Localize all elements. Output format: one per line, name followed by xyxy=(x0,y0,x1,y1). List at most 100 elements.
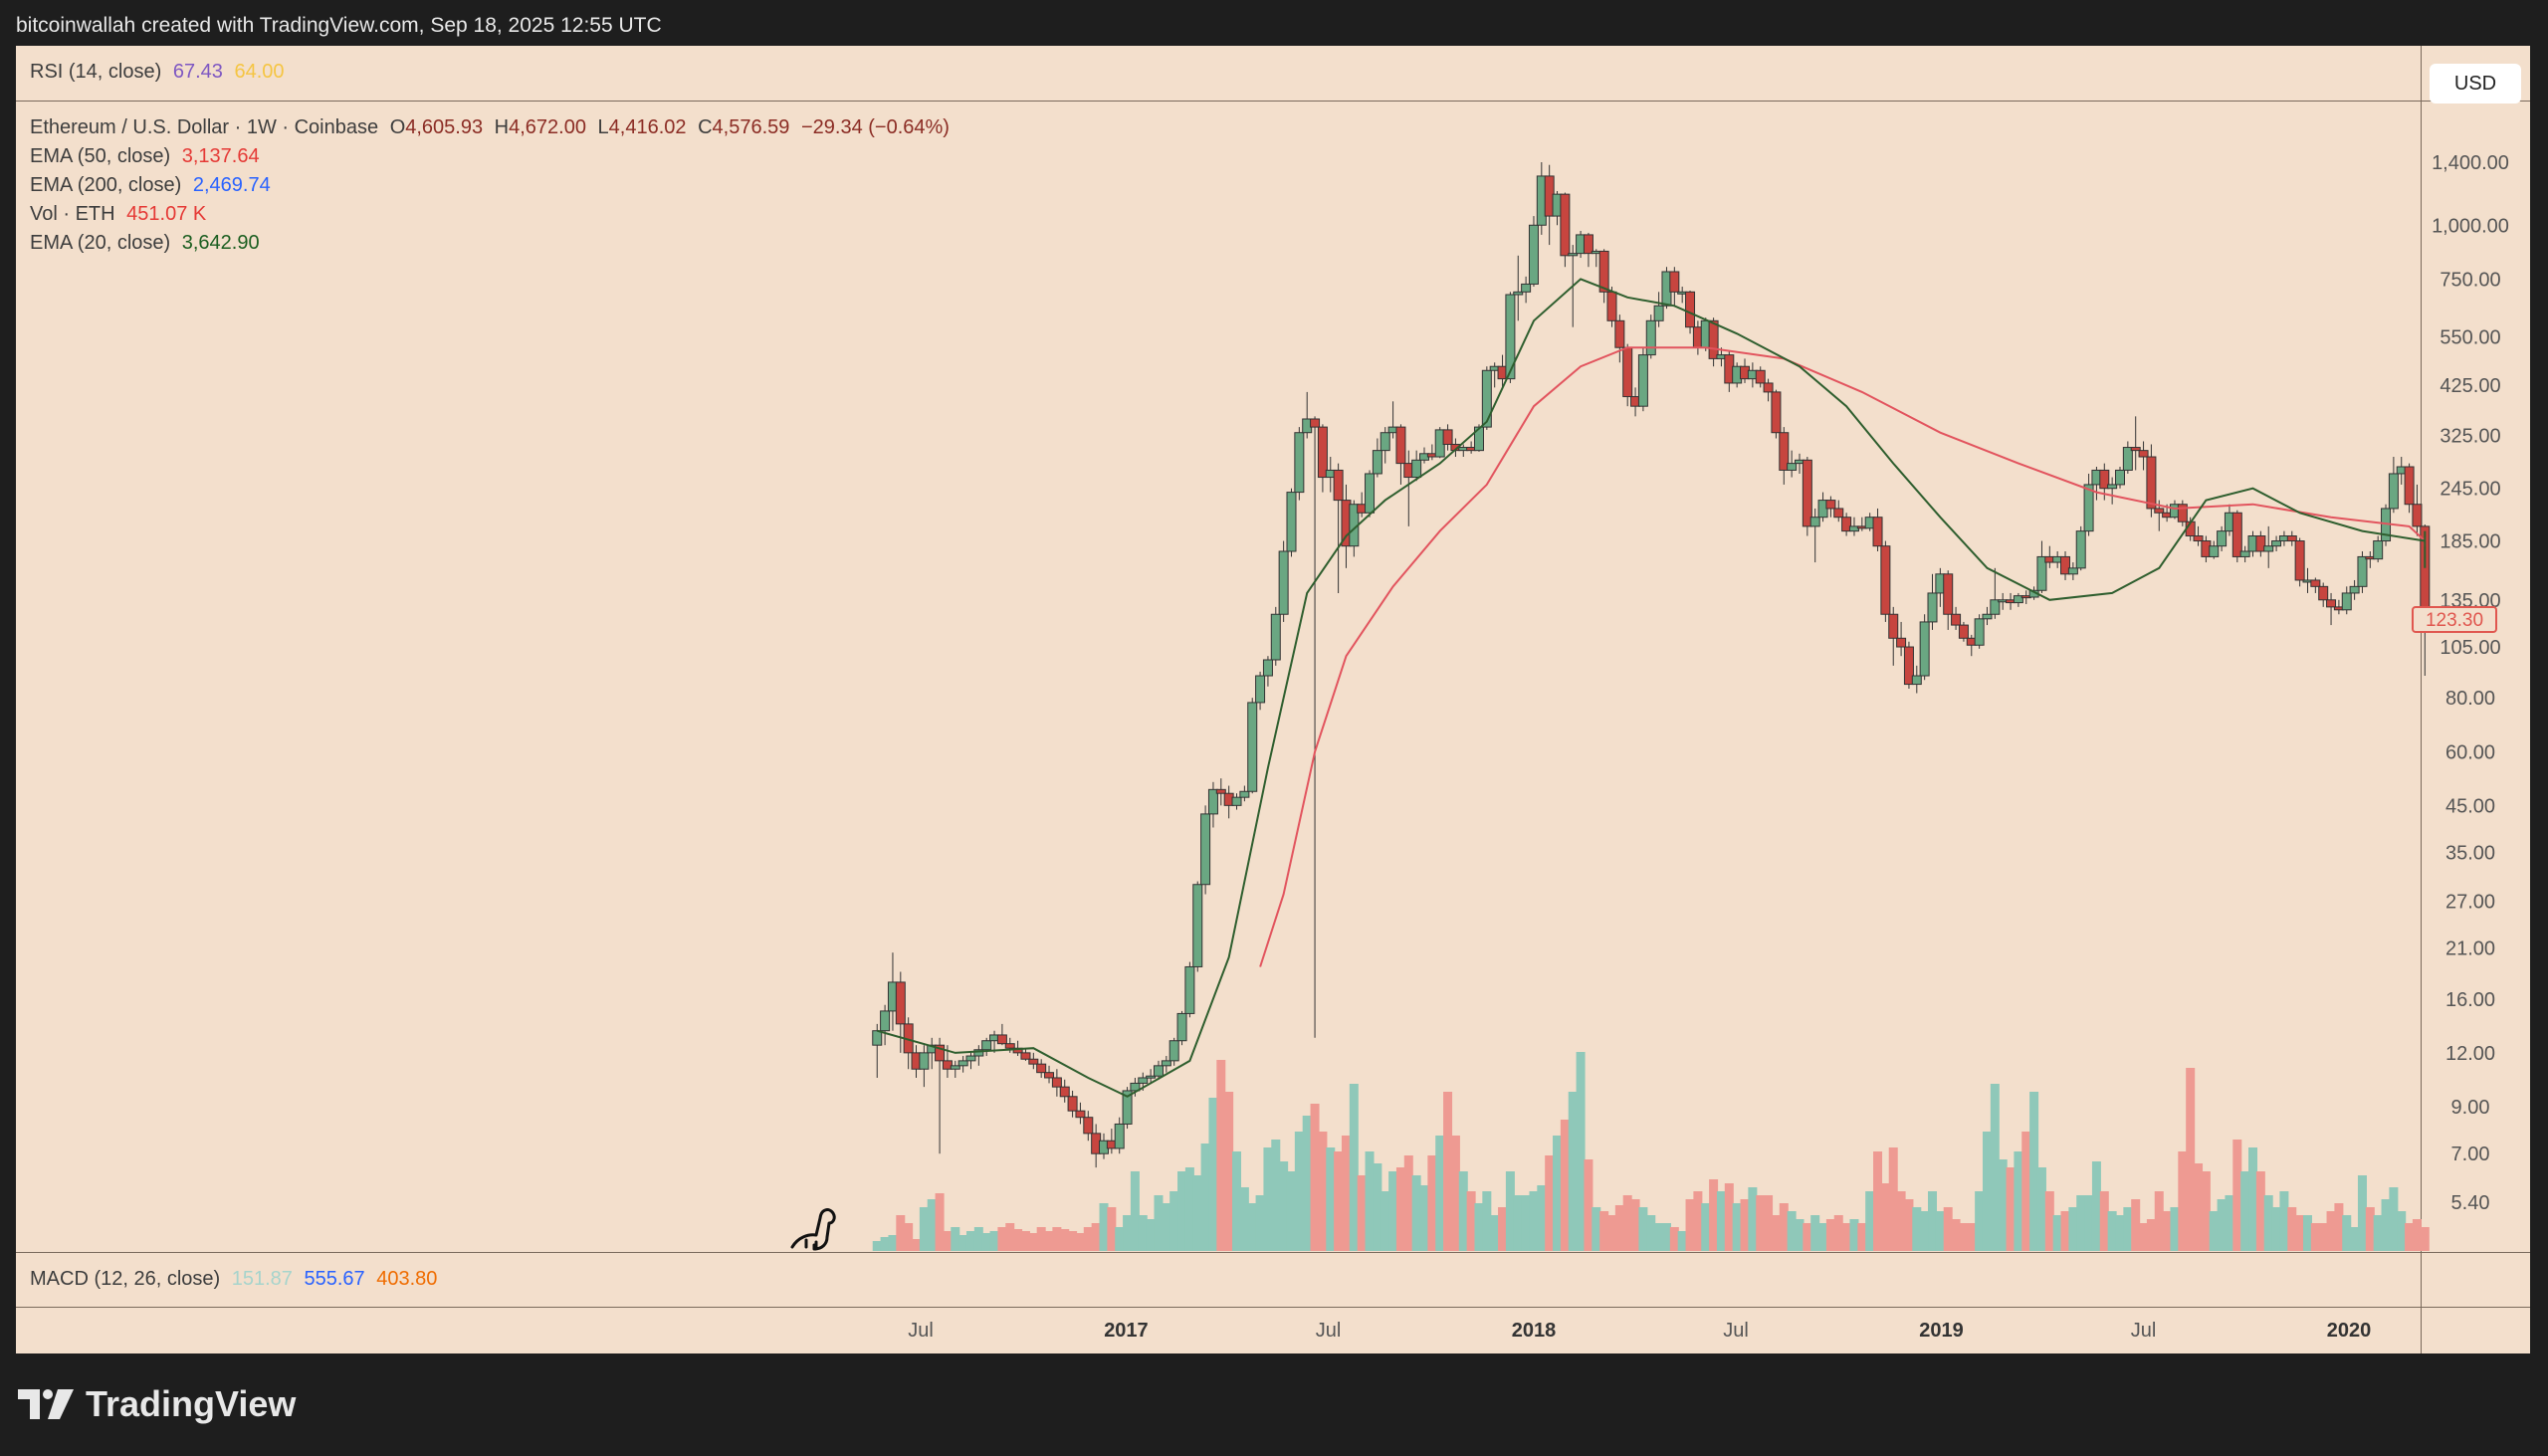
volume-bar xyxy=(2044,1191,2054,1251)
volume-bar xyxy=(1630,1199,1640,1251)
volume-bars xyxy=(872,1052,2430,1251)
candle-body xyxy=(1200,813,1211,886)
y-tick-label: 1,400.00 xyxy=(2432,152,2509,174)
candle-body xyxy=(2349,585,2360,594)
volume-bar xyxy=(2076,1195,2086,1251)
ema200-label: EMA (200, close) xyxy=(30,174,182,196)
volume-bar xyxy=(1560,1120,1570,1251)
candle-body xyxy=(981,1040,992,1051)
volume-bar xyxy=(1622,1195,1632,1251)
volume-bar xyxy=(1724,1183,1734,1251)
volume-bar xyxy=(1553,1136,1563,1251)
volume-bar xyxy=(2357,1175,2367,1251)
candle-body xyxy=(1560,193,1571,257)
volume-bar xyxy=(2060,1211,2070,1251)
volume-bar xyxy=(1521,1195,1531,1251)
ema50-label: EMA (50, close) xyxy=(30,145,171,167)
volume-legend[interactable]: Vol · ETH 451.07 K xyxy=(30,203,212,226)
volume-bar xyxy=(1928,1191,1938,1251)
candle-body xyxy=(1184,965,1195,1014)
volume-bar xyxy=(2373,1215,2383,1251)
rsi-legend[interactable]: RSI (14, close) 67.43 64.00 xyxy=(30,61,291,84)
volume-bar xyxy=(2006,1167,2016,1251)
candle-body xyxy=(1278,550,1289,615)
candle-body xyxy=(1286,492,1297,552)
candle-body xyxy=(1974,618,1985,646)
volume-bar xyxy=(1614,1205,1624,1251)
candle-body xyxy=(1943,573,1954,615)
ema200-value: 2,469.74 xyxy=(192,174,271,196)
candle-body xyxy=(2341,592,2352,611)
time-axis[interactable]: Jul 2017 Jul 2018 Jul 2019 Jul 2020 xyxy=(908,1320,2371,1342)
macd-legend[interactable]: MACD (12, 26, close) 151.87 555.67 403.8… xyxy=(30,1268,443,1291)
volume-bar xyxy=(1020,1231,1030,1251)
volume-bar xyxy=(1247,1203,1257,1251)
candle-body xyxy=(1779,432,1790,471)
candle-body xyxy=(1192,884,1203,967)
candle-body xyxy=(1004,1043,1015,1049)
volume-bar xyxy=(1474,1203,1484,1251)
candle-body xyxy=(1051,1077,1062,1088)
y-tick-label: 12.00 xyxy=(2445,1043,2495,1065)
currency-button[interactable]: USD xyxy=(2430,64,2521,104)
candle-body xyxy=(1568,253,1579,257)
candle-body xyxy=(1927,592,1938,623)
volume-bar xyxy=(1318,1132,1328,1251)
symbol-legend[interactable]: Ethereum / U.S. Dollar · 1W · Coinbase O… xyxy=(30,116,956,139)
volume-bar xyxy=(2217,1199,2227,1251)
volume-bar xyxy=(1638,1207,1648,1251)
y-tick-label: 5.40 xyxy=(2451,1192,2490,1214)
candle-body xyxy=(2318,585,2329,601)
x-tick-label: Jul xyxy=(908,1320,934,1342)
volume-bar xyxy=(1998,1159,2008,1251)
candle-body xyxy=(1802,459,1812,527)
candle-body xyxy=(1505,294,1516,380)
candle-body xyxy=(1044,1072,1055,1079)
volume-bar xyxy=(1654,1223,1664,1251)
volume-bar xyxy=(1279,1161,1289,1251)
candle-body xyxy=(1669,271,1680,293)
volume-bar xyxy=(2123,1207,2133,1251)
volume-bar xyxy=(1685,1199,1695,1251)
candle-body xyxy=(2122,447,2133,471)
volume-bar xyxy=(1326,1147,1336,1251)
volume-bar xyxy=(1982,1132,1992,1251)
ema50-legend[interactable]: EMA (50, close) 3,137.64 xyxy=(30,145,266,168)
x-tick-label: Jul xyxy=(1316,1320,1342,1342)
candle-body xyxy=(1153,1065,1164,1077)
volume-bar xyxy=(1865,1191,1875,1251)
volume-bar xyxy=(1208,1098,1218,1251)
price-axis[interactable]: 1,400.00 1,000.00 750.00 550.00 425.00 325.00… xyxy=(2432,152,2509,1214)
candle-body xyxy=(2388,473,2399,510)
candle-body xyxy=(1958,624,1969,639)
y-tick-label: 425.00 xyxy=(2440,375,2500,397)
last-price-badge: 123.30 xyxy=(2412,606,2497,633)
candle-body xyxy=(2036,555,2047,591)
candle-body xyxy=(2060,555,2071,575)
candle-body xyxy=(1270,613,1281,661)
candle-body xyxy=(1880,545,1891,615)
rsi-value-1: 67.43 xyxy=(172,61,223,83)
volume-bar xyxy=(1388,1171,1398,1251)
tradingview-logo[interactable]: TradingView xyxy=(18,1383,296,1425)
y-tick-label: 35.00 xyxy=(2445,843,2495,865)
volume-bar xyxy=(1646,1215,1656,1251)
volume-bar xyxy=(1967,1223,1977,1251)
ema200-legend[interactable]: EMA (200, close) 2,469.74 xyxy=(30,174,277,197)
volume-bar xyxy=(1107,1207,1117,1251)
volume-bar xyxy=(1146,1219,1156,1251)
y-tick-label: 9.00 xyxy=(2451,1097,2490,1119)
volume-bar xyxy=(1529,1191,1539,1251)
candle-body xyxy=(1059,1086,1070,1098)
volume-bar xyxy=(904,1223,914,1251)
volume-bar xyxy=(1748,1187,1758,1251)
volume-bar xyxy=(1450,1136,1460,1251)
ema20-legend[interactable]: EMA (20, close) 3,642.90 xyxy=(30,232,266,255)
candle-body xyxy=(1380,432,1390,452)
volume-bar xyxy=(1959,1223,1969,1251)
candle-body xyxy=(2326,599,2337,608)
volume-bar xyxy=(958,1235,968,1251)
candle-body xyxy=(1146,1075,1157,1079)
ema20-value: 3,642.90 xyxy=(181,232,260,254)
